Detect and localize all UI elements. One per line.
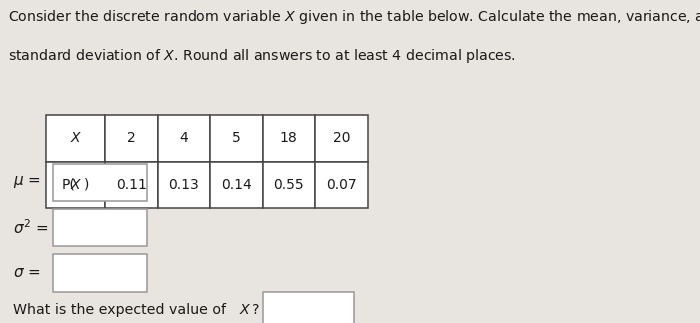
Text: 5: 5 <box>232 131 241 145</box>
Bar <box>158 115 210 162</box>
Bar <box>315 162 368 208</box>
Bar <box>262 162 315 208</box>
Text: $\sigma^2$ =: $\sigma^2$ = <box>13 218 48 237</box>
Text: ): ) <box>85 178 90 192</box>
Text: 0.11: 0.11 <box>116 178 147 192</box>
Bar <box>158 162 210 208</box>
Text: standard deviation of $X$. Round all answers to at least 4 decimal places.: standard deviation of $X$. Round all ans… <box>8 47 517 65</box>
Text: Consider the discrete random variable $X$ given in the table below. Calculate th: Consider the discrete random variable $X… <box>8 8 700 26</box>
Bar <box>263 291 354 323</box>
Text: 2: 2 <box>127 131 136 145</box>
Text: X: X <box>71 131 80 145</box>
Text: 4: 4 <box>179 131 188 145</box>
Text: P(: P( <box>62 178 76 192</box>
Bar <box>52 209 147 246</box>
Bar <box>105 115 158 162</box>
Text: 0.13: 0.13 <box>169 178 199 192</box>
Text: 0.55: 0.55 <box>274 178 304 192</box>
Bar <box>105 162 158 208</box>
Text: 20: 20 <box>332 131 350 145</box>
Bar <box>46 162 105 208</box>
Text: $\sigma$ =: $\sigma$ = <box>13 266 40 280</box>
Bar <box>210 162 262 208</box>
Bar <box>52 164 147 201</box>
Text: 0.14: 0.14 <box>221 178 251 192</box>
Text: ?: ? <box>252 303 260 317</box>
Bar <box>210 115 262 162</box>
Text: 18: 18 <box>280 131 298 145</box>
Bar <box>315 115 368 162</box>
Text: $\mu$ =: $\mu$ = <box>13 174 41 191</box>
Text: X: X <box>71 178 80 192</box>
Bar <box>262 115 315 162</box>
Text: 0.07: 0.07 <box>326 178 356 192</box>
Text: X: X <box>240 303 250 317</box>
Text: What is the expected value of: What is the expected value of <box>13 303 230 317</box>
Bar <box>46 115 105 162</box>
Bar <box>52 255 147 291</box>
